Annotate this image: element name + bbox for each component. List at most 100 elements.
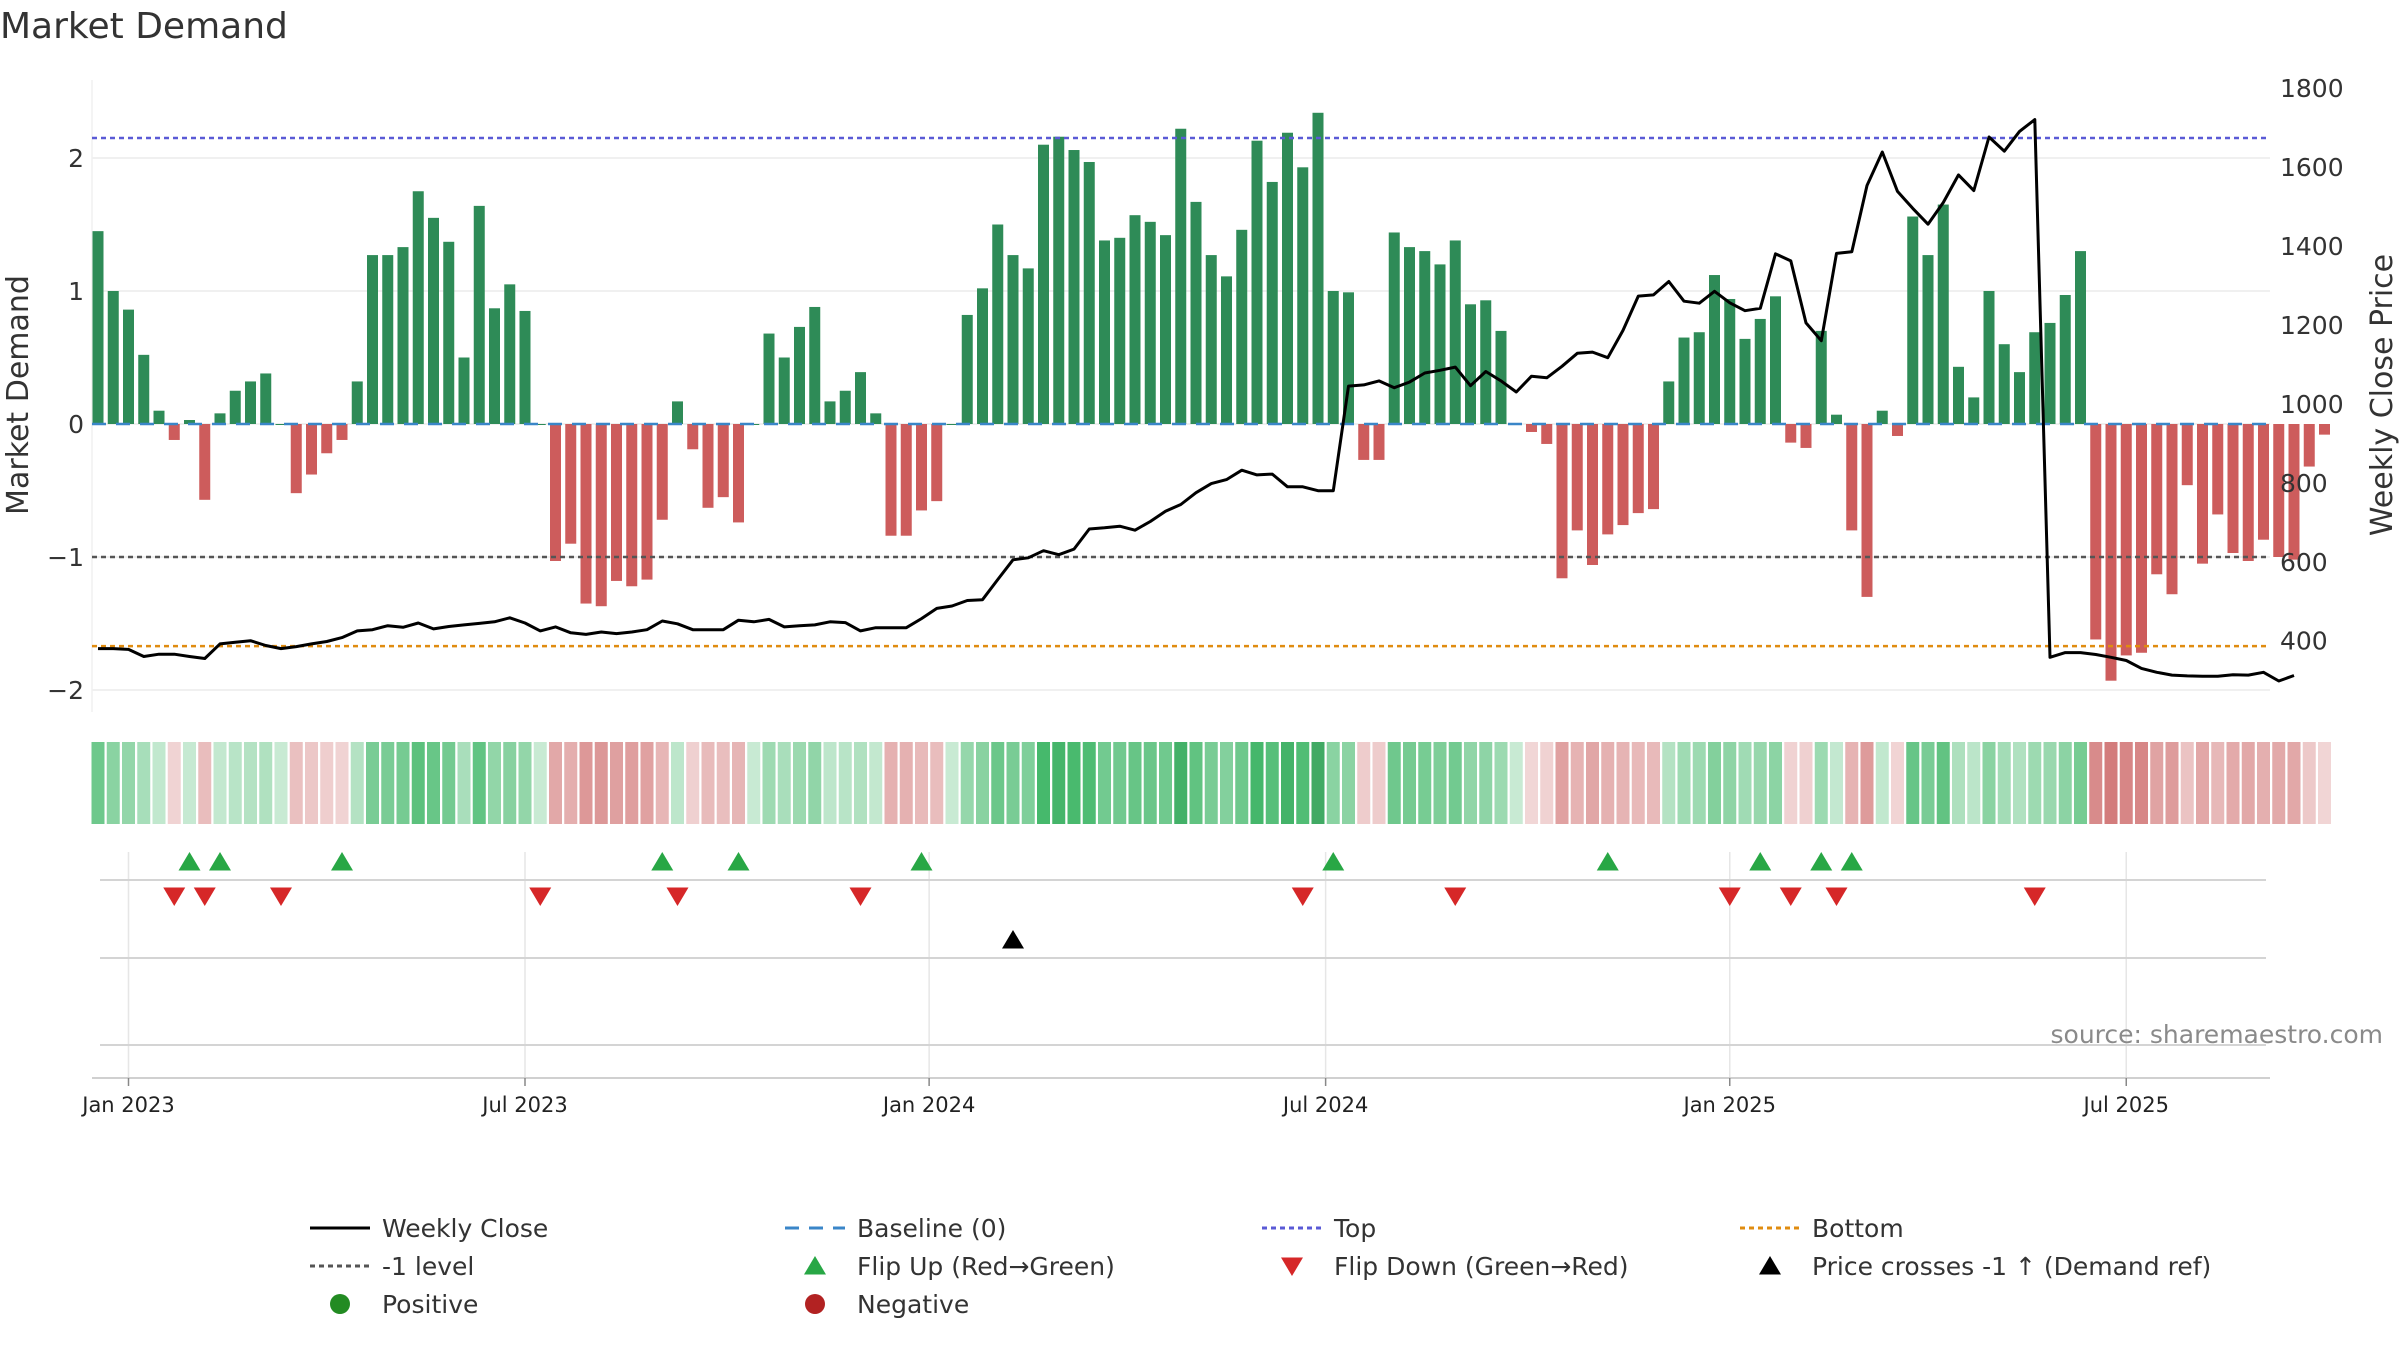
heat-cell	[2013, 742, 2026, 824]
heat-cell	[320, 742, 334, 824]
legend-item: Flip Up (Red→Green)	[804, 1252, 1115, 1281]
demand-bar	[214, 413, 226, 424]
weekly-close-line	[98, 118, 2295, 683]
heat-cell	[1037, 742, 1050, 824]
demand-bar	[2227, 424, 2239, 554]
heat-cell	[564, 742, 578, 824]
heat-cell	[167, 742, 181, 824]
legend-item: -1 level	[310, 1252, 474, 1281]
heat-cell	[1006, 742, 1020, 824]
heat-cell	[1448, 742, 1462, 824]
demand-bar	[839, 390, 851, 424]
demand-bar	[992, 224, 1004, 424]
heat-cell	[732, 742, 745, 824]
x-tick-label: Jan 2025	[1682, 1093, 1777, 1117]
demand-bar	[367, 255, 378, 424]
flip-down-marker	[270, 887, 292, 906]
heat-cell	[1357, 742, 1371, 824]
flip-down-marker	[529, 887, 552, 906]
flip-down-marker	[1825, 887, 1848, 906]
demand-bar	[763, 333, 775, 424]
flip-up-marker	[209, 852, 231, 871]
heat-cell	[1997, 742, 2011, 824]
flip-down-marker	[2023, 887, 2046, 906]
legend-swatch	[330, 1294, 350, 1314]
demand-bar	[168, 424, 180, 440]
demand-bar	[1022, 268, 1034, 424]
heat-cell	[1952, 742, 1965, 824]
demand-bar	[1831, 414, 1842, 424]
legend-item: Bottom	[1740, 1214, 1904, 1243]
heat-cell	[1021, 742, 1035, 824]
demand-bar	[1175, 128, 1187, 425]
heat-cell	[106, 742, 120, 824]
demand-bar	[1693, 332, 1705, 424]
heat-cell	[442, 742, 456, 824]
heat-cell	[1113, 742, 1127, 824]
demand-bar	[672, 401, 683, 424]
left-tick-label: −2	[47, 676, 84, 705]
demand-bar	[184, 420, 195, 424]
demand-bar	[199, 424, 211, 500]
demand-bar	[870, 413, 882, 424]
heat-cell	[1098, 742, 1111, 824]
heat-cell	[1311, 742, 1325, 824]
demand-bar	[534, 424, 546, 425]
heat-cell	[1159, 742, 1172, 824]
x-ticks: Jan 2023 Jul 2023 Jan 2024 Jul 2024 Jan 2025…	[80, 1078, 2169, 1117]
demand-bar	[595, 424, 607, 607]
heat-cell	[396, 742, 410, 824]
heat-cell	[488, 742, 501, 824]
legend-item: Flip Down (Green→Red)	[1281, 1252, 1629, 1281]
heat-cell	[1570, 742, 1584, 824]
heat-cell	[1296, 742, 1310, 824]
demand-bar	[2014, 372, 2025, 424]
demand-bar	[1770, 296, 1781, 424]
heat-cell	[503, 742, 517, 824]
legend-label: Top	[1333, 1214, 1376, 1243]
heat-cell	[610, 742, 623, 824]
heat-cell	[152, 742, 166, 824]
heat-cell	[1830, 742, 1843, 824]
demand-bar	[1343, 292, 1354, 424]
heat-cell	[1464, 742, 1477, 824]
demand-bar	[1907, 216, 1919, 424]
demand-bar	[123, 309, 134, 424]
legend-item: Top	[1262, 1214, 1376, 1243]
demand-bar	[290, 424, 302, 494]
demand-bar	[2258, 424, 2269, 540]
demand-bar	[1724, 298, 1736, 424]
demand-bar	[2075, 251, 2086, 424]
demand-bar	[153, 410, 165, 424]
demand-bar	[1114, 237, 1126, 424]
legend-item: Positive	[330, 1290, 478, 1319]
heat-cell	[335, 742, 349, 824]
heat-cell	[1433, 742, 1447, 824]
heat-cell	[472, 742, 486, 824]
heat-cell	[2028, 742, 2042, 824]
demand-bar	[1953, 366, 1964, 424]
demand-bar	[1053, 136, 1065, 424]
heat-cell	[579, 742, 593, 824]
demand-bar	[382, 255, 394, 424]
heat-cell	[747, 742, 761, 824]
left-tick-label: 2	[68, 144, 84, 173]
legend-label: Bottom	[1812, 1214, 1904, 1243]
legend-label: Weekly Close	[382, 1214, 548, 1243]
heat-cell	[350, 742, 364, 824]
demand-bar	[900, 424, 912, 536]
demand-bar	[2166, 424, 2178, 595]
legend-label: Price crosses -1 ↑ (Demand ref)	[1812, 1252, 2211, 1281]
flip-up-marker	[1749, 852, 1772, 871]
demand-bar	[2319, 424, 2330, 435]
heat-cell	[1677, 742, 1691, 824]
heat-cell	[2302, 742, 2316, 824]
flip-down-marker	[666, 887, 689, 906]
demand-bar	[824, 401, 836, 424]
demand-bar	[565, 424, 577, 544]
heat-cell	[1540, 742, 1554, 824]
demand-bar	[2273, 424, 2285, 557]
heat-cell	[1509, 742, 1523, 824]
heat-cell	[1387, 742, 1401, 824]
